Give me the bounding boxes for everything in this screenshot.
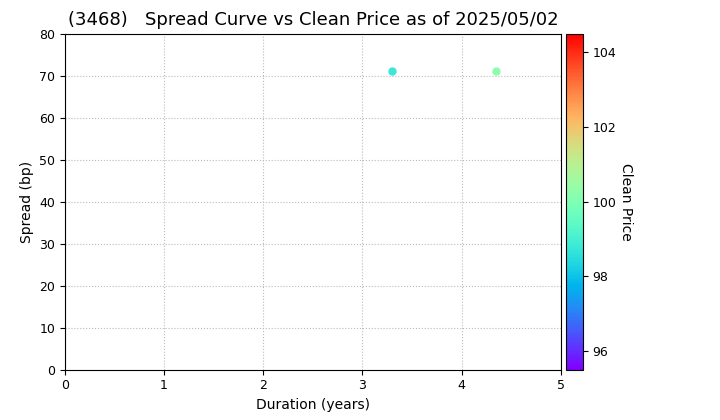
Point (491, 68, 503, 75)
Y-axis label: Spread (bp): Spread (bp) (19, 160, 34, 243)
Y-axis label: Clean Price: Clean Price (619, 163, 634, 241)
Point (387, 68, 398, 75)
X-axis label: Duration (years): Duration (years) (256, 398, 370, 412)
Title: (3468)   Spread Curve vs Clean Price as of 2025/05/02: (3468) Spread Curve vs Clean Price as of… (68, 11, 558, 29)
